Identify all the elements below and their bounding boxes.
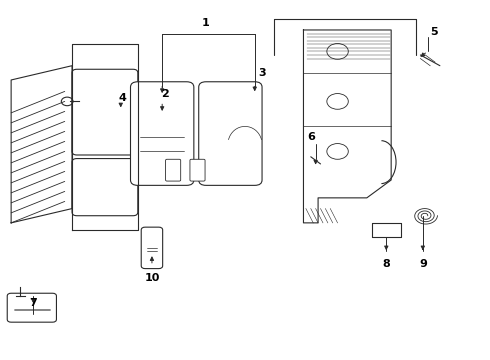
FancyBboxPatch shape — [7, 293, 56, 322]
FancyBboxPatch shape — [166, 159, 181, 181]
FancyBboxPatch shape — [190, 159, 205, 181]
Text: 2: 2 — [161, 89, 169, 99]
FancyBboxPatch shape — [199, 82, 262, 185]
Text: 9: 9 — [419, 259, 427, 269]
Text: 3: 3 — [258, 68, 266, 78]
Text: 5: 5 — [430, 27, 438, 37]
Text: 7: 7 — [29, 298, 37, 308]
FancyBboxPatch shape — [130, 82, 194, 185]
Text: 1: 1 — [202, 18, 210, 28]
FancyBboxPatch shape — [72, 69, 138, 155]
Text: 10: 10 — [144, 273, 160, 283]
FancyBboxPatch shape — [141, 227, 163, 269]
FancyBboxPatch shape — [72, 158, 138, 216]
Text: 6: 6 — [307, 132, 315, 142]
Text: 4: 4 — [118, 93, 126, 103]
Text: 8: 8 — [382, 259, 390, 269]
